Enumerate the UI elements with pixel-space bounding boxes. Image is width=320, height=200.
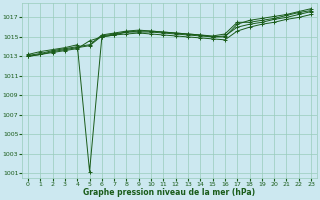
X-axis label: Graphe pression niveau de la mer (hPa): Graphe pression niveau de la mer (hPa) [84, 188, 256, 197]
